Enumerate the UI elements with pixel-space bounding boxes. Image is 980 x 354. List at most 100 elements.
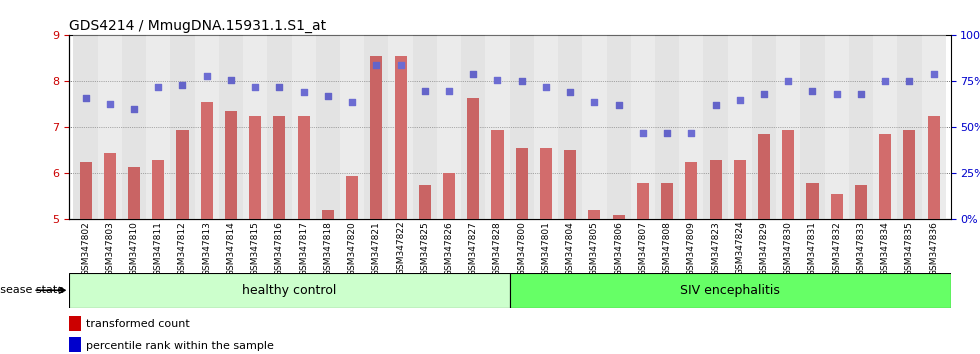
Point (877, 79, 893, 84)
Point (732, 97, 748, 103)
Point (344, 99, 360, 104)
Bar (782, 130, 795, 219)
Bar (534, 35, 558, 219)
FancyBboxPatch shape (69, 273, 510, 308)
Bar (758, 135, 770, 219)
Bar (898, 35, 921, 219)
Bar (685, 162, 698, 219)
Bar (485, 35, 510, 219)
FancyBboxPatch shape (510, 273, 951, 308)
Point (393, 62, 409, 68)
Bar (921, 35, 946, 219)
Point (271, 84, 287, 90)
Bar (467, 97, 479, 219)
Bar (510, 35, 534, 219)
Point (805, 88, 820, 93)
Point (126, 106, 142, 112)
Point (780, 79, 796, 84)
Bar (558, 35, 582, 219)
Text: percentile rank within the sample: percentile rank within the sample (86, 341, 273, 350)
Bar (582, 35, 607, 219)
Bar (491, 130, 504, 219)
Bar (249, 116, 262, 219)
Bar (418, 185, 431, 219)
Bar (904, 130, 915, 219)
Point (514, 79, 529, 84)
Point (490, 77, 506, 82)
Bar (540, 148, 552, 219)
Bar (413, 35, 437, 219)
Bar (195, 35, 219, 219)
Bar (612, 215, 624, 219)
Bar (879, 135, 891, 219)
Bar (74, 35, 98, 219)
Bar (710, 160, 721, 219)
Point (466, 71, 481, 77)
Bar (291, 35, 316, 219)
Bar (69, 337, 80, 352)
Bar (268, 35, 291, 219)
Point (683, 130, 699, 136)
Bar (98, 35, 122, 219)
Bar (395, 56, 407, 219)
Point (635, 130, 651, 136)
Bar (607, 35, 631, 219)
Bar (316, 35, 340, 219)
Point (296, 90, 312, 95)
Bar (855, 185, 867, 219)
Point (902, 79, 917, 84)
Text: disease state: disease state (0, 285, 65, 295)
Text: SIV encephalitis: SIV encephalitis (680, 284, 780, 297)
Bar (219, 35, 243, 219)
Bar (752, 35, 776, 219)
Bar (831, 194, 843, 219)
Bar (79, 162, 91, 219)
Bar (928, 116, 940, 219)
Bar (728, 35, 752, 219)
Text: healthy control: healthy control (242, 284, 336, 297)
Point (247, 84, 263, 90)
Bar (340, 35, 365, 219)
Bar (128, 166, 140, 219)
Point (223, 77, 239, 82)
Bar (437, 35, 462, 219)
Point (199, 73, 215, 79)
Point (854, 91, 869, 97)
Bar (122, 35, 146, 219)
Bar (176, 130, 188, 219)
Bar (443, 173, 455, 219)
Bar (69, 316, 80, 331)
Bar (224, 111, 237, 219)
Point (416, 88, 432, 93)
Bar (462, 35, 485, 219)
Bar (662, 183, 673, 219)
Text: transformed count: transformed count (86, 319, 189, 329)
Bar (365, 35, 388, 219)
Bar (824, 35, 849, 219)
Bar (564, 150, 576, 219)
Point (174, 82, 190, 88)
Bar (346, 176, 358, 219)
Bar (734, 160, 746, 219)
Bar (515, 148, 528, 219)
Bar (873, 35, 898, 219)
Bar (104, 153, 116, 219)
Bar (807, 183, 818, 219)
Point (77, 95, 93, 101)
Bar (849, 35, 873, 219)
Bar (171, 35, 195, 219)
Point (829, 91, 845, 97)
Bar (588, 210, 601, 219)
Bar (273, 116, 285, 219)
Bar (298, 116, 310, 219)
Point (538, 84, 554, 90)
Point (611, 103, 626, 108)
Bar (388, 35, 413, 219)
Bar (776, 35, 801, 219)
Text: GDS4214 / MmugDNA.15931.1.S1_at: GDS4214 / MmugDNA.15931.1.S1_at (69, 19, 325, 33)
Point (368, 62, 384, 68)
Bar (704, 35, 728, 219)
Bar (370, 56, 382, 219)
Point (660, 130, 675, 136)
Bar (655, 35, 679, 219)
